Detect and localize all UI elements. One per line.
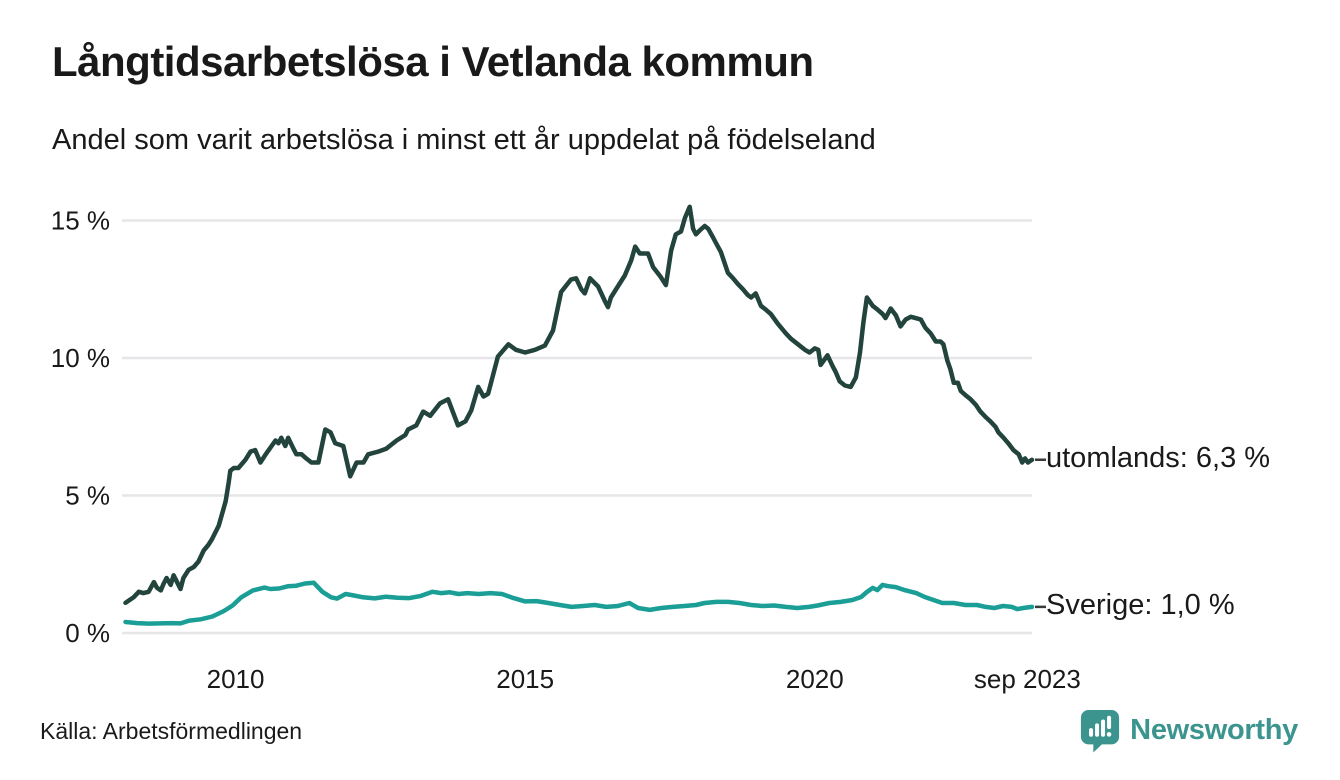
y-tick-label: 5 % <box>65 481 110 511</box>
series-end-label-sverige: Sverige: 1,0 % <box>1046 588 1235 621</box>
brand-lockup: Newsworthy <box>1079 708 1298 753</box>
series-end-label-utomlands: utomlands: 6,3 % <box>1046 441 1271 474</box>
source-note: Källa: Arbetsförmedlingen <box>40 718 303 744</box>
series-line-sverige <box>123 580 1035 626</box>
x-tick-label: 2020 <box>786 664 844 694</box>
x-tick-label: 2010 <box>207 664 265 694</box>
y-tick-label: 15 % <box>51 206 110 236</box>
x-tick-label: sep 2023 <box>974 664 1081 694</box>
series-line-utomlands <box>123 204 1035 606</box>
brand-name: Newsworthy <box>1130 714 1298 746</box>
y-tick-label: 0 % <box>65 618 110 648</box>
newsworthy-logo-icon <box>1081 709 1120 753</box>
y-tick-label: 10 % <box>51 343 110 373</box>
page-title: Långtidsarbetslösa i Vetlanda kommun <box>52 38 814 85</box>
chart-subtitle: Andel som varit arbetslösa i minst ett å… <box>52 124 876 156</box>
x-tick-label: 2015 <box>496 664 554 694</box>
